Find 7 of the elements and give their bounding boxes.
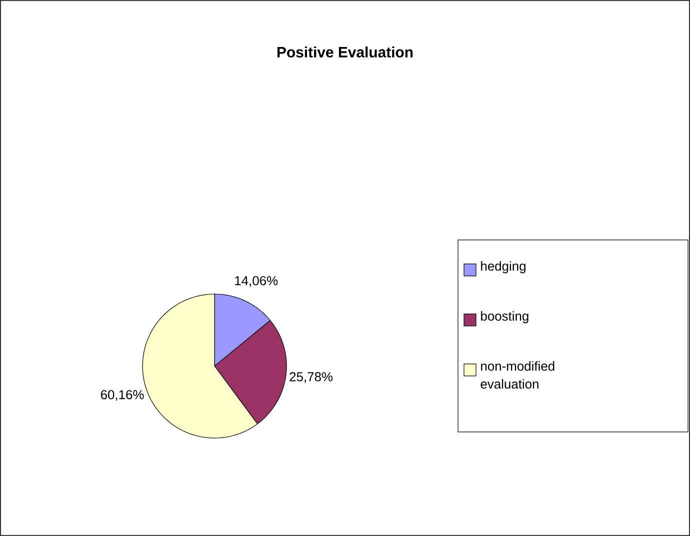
data-label: 14,06% bbox=[235, 276, 278, 287]
chart-title: Positive Evaluation bbox=[277, 46, 413, 58]
legend-label: boosting bbox=[481, 311, 528, 324]
data-label: 60,16% bbox=[100, 390, 144, 401]
legend-label: hedging bbox=[481, 261, 526, 274]
data-label: 25,78% bbox=[290, 372, 333, 383]
legend-label: non-modified evaluation bbox=[480, 361, 554, 389]
